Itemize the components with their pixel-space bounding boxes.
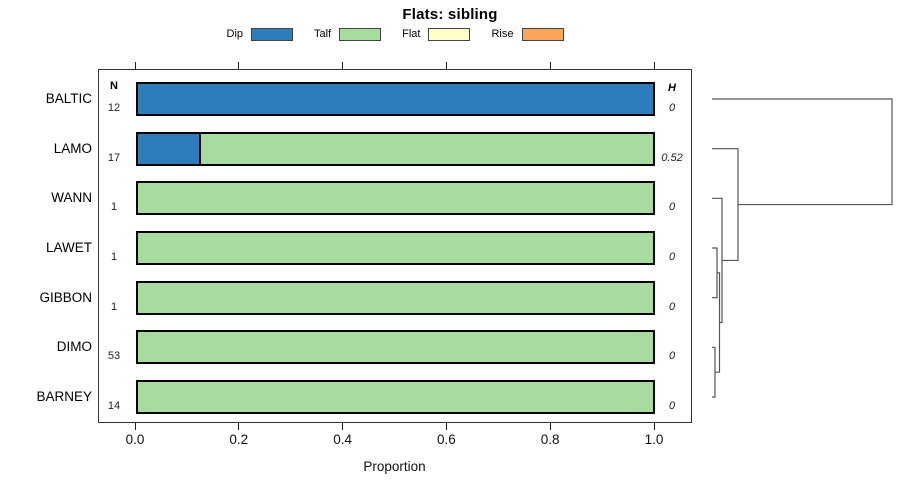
y-label-lamo: LAMO <box>53 140 92 156</box>
x-tick-top <box>134 62 136 69</box>
y-label-wann: WANN <box>51 190 92 206</box>
x-tick-top <box>549 62 551 69</box>
bar-row-gibbon <box>136 280 655 315</box>
n-value: 17 <box>107 151 121 164</box>
x-tick-bottom <box>134 423 136 430</box>
h-value: 0 <box>668 251 676 263</box>
x-tick-label: 1.0 <box>644 432 664 447</box>
x-tick-top <box>445 62 447 69</box>
h-value: 0 <box>668 102 676 114</box>
h-value: 0.52 <box>661 151 683 164</box>
n-value: 14 <box>107 400 121 412</box>
x-tick-label: 0.0 <box>125 432 145 447</box>
dendrogram-branch <box>712 346 716 398</box>
x-tick-label: 0.4 <box>333 432 352 447</box>
bar-row-barney <box>136 380 655 414</box>
bar-segment-talf <box>198 133 653 164</box>
h-column-header: H <box>668 82 676 94</box>
legend: Dip Talf Flat Rise <box>98 26 692 42</box>
legend-label: Talf <box>314 28 332 40</box>
x-tick-top <box>238 62 240 69</box>
bar-segment-talf <box>138 282 653 313</box>
y-label-barney: BARNEY <box>36 389 92 404</box>
y-label-baltic: BALTIC <box>45 91 92 106</box>
bar-segment-dip <box>138 84 653 114</box>
x-tick-label: 0.8 <box>540 432 560 447</box>
n-value: 53 <box>107 350 121 363</box>
x-tick-label: 0.2 <box>229 432 249 447</box>
h-value: 0 <box>668 400 676 412</box>
chart-title: Flats: sibling <box>402 6 498 23</box>
y-label-lawet: LAWET <box>45 240 92 255</box>
legend-swatch-talf-icon <box>339 27 382 41</box>
legend-label: Rise <box>491 28 514 40</box>
n-column-header: N <box>110 80 118 92</box>
plot-panel: N H 12 0 17 0.52 1 0 1 0 1 0 53 0 14 0 <box>98 69 692 423</box>
bar-segment-talf <box>138 382 653 412</box>
y-label-gibbon: GIBBON <box>39 289 92 305</box>
bar-row-lamo <box>136 131 655 166</box>
h-value: 0 <box>668 201 676 214</box>
n-value: 1 <box>110 300 118 313</box>
legend-item-dip: Dip <box>226 27 294 41</box>
legend-swatch-flat-icon <box>428 27 471 41</box>
n-value: 1 <box>110 251 118 263</box>
bar-segment-talf <box>138 332 653 363</box>
x-tick-top <box>653 62 655 69</box>
bar-segment-talf <box>138 233 653 263</box>
bar-row-lawet <box>136 231 655 265</box>
dendrogram-branch <box>712 148 739 262</box>
dendrogram-branch <box>712 247 718 299</box>
bar-row-baltic <box>136 82 655 116</box>
legend-label: Dip <box>226 28 244 40</box>
h-value: 0 <box>668 350 676 363</box>
bar-segment-dip <box>138 133 199 164</box>
legend-item-rise: Rise <box>491 27 564 41</box>
dendrogram-branch <box>712 98 893 206</box>
bar-segment-talf <box>138 183 653 214</box>
legend-label: Flat <box>402 28 421 40</box>
h-value: 0 <box>668 300 676 313</box>
legend-swatch-dip-icon <box>251 27 294 41</box>
x-tick-bottom <box>653 423 655 430</box>
x-tick-bottom <box>238 423 240 430</box>
n-value: 1 <box>110 201 118 214</box>
x-tick-bottom <box>549 423 551 430</box>
x-tick-bottom <box>342 423 344 430</box>
bar-row-wann <box>136 181 655 216</box>
dendrogram-branch <box>715 272 721 373</box>
n-value: 12 <box>107 102 121 114</box>
x-axis-title: Proportion <box>363 459 426 474</box>
x-tick-top <box>342 62 344 69</box>
y-label-dimo: DIMO <box>56 339 92 355</box>
bar-row-dimo <box>136 330 655 365</box>
legend-item-flat: Flat <box>402 27 471 41</box>
legend-swatch-rise-icon <box>521 27 564 41</box>
dendrogram-branch <box>712 197 723 324</box>
x-tick-label: 0.6 <box>437 432 456 447</box>
x-tick-bottom <box>445 423 447 430</box>
legend-item-talf: Talf <box>314 27 382 41</box>
